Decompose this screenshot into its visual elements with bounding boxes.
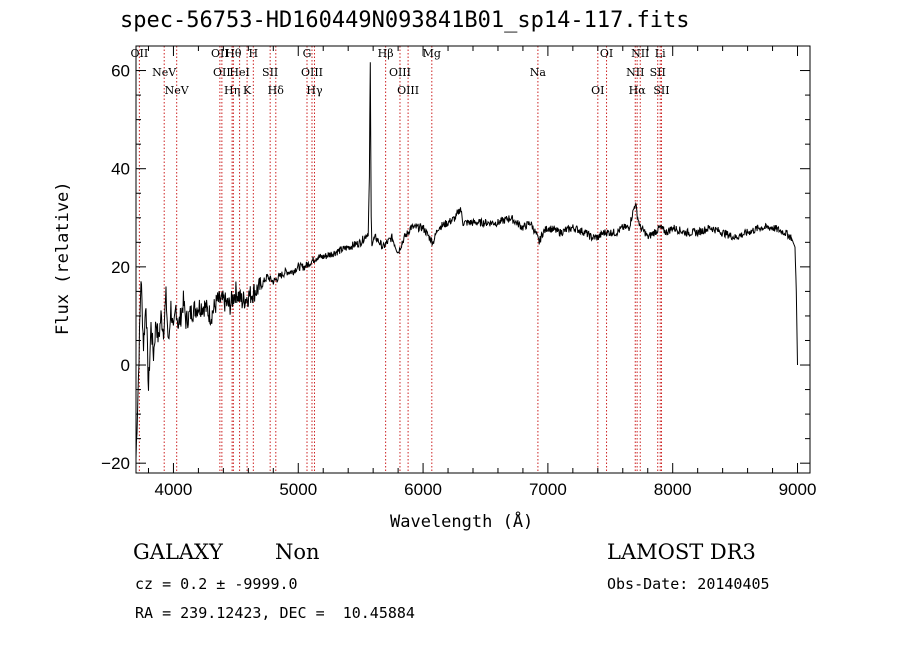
line-marker-label: Hδ [268, 84, 285, 97]
line-marker-label: Hα [629, 84, 647, 97]
x-tick-label: 9000 [779, 480, 817, 499]
line-marker-label: Hβ [378, 47, 394, 60]
y-tick-label: −20 [101, 454, 130, 473]
y-tick-label: 20 [111, 258, 130, 277]
line-marker-label: Na [530, 66, 547, 79]
line-marker-label: OII [213, 66, 231, 79]
line-marker-label: H [249, 47, 259, 60]
line-marker-label: Hγ [306, 84, 323, 97]
plot-frame [135, 45, 811, 474]
line-markers [138, 46, 662, 473]
survey-name: LAMOST DR3 [607, 540, 756, 564]
line-marker-label: Mg [423, 47, 441, 60]
line-marker-label: Hη [224, 84, 240, 97]
obs-date: Obs-Date: 20140405 [607, 575, 770, 593]
line-marker-label: NII [626, 66, 644, 79]
line-marker-label: Hθ [225, 47, 242, 60]
x-axis-label: Wavelength (Å) [390, 512, 534, 532]
redshift-cz: cz = 0.2 ± -9999.0 [135, 575, 298, 593]
plot-area-border [135, 45, 811, 474]
line-marker-label: K [243, 84, 252, 97]
line-marker-label: OI [600, 47, 613, 60]
y-tick-label: 0 [121, 356, 130, 375]
spectrum-series [135, 62, 798, 459]
y-tick-label: 60 [111, 62, 130, 81]
y-axis-label: Flux (relative) [53, 181, 73, 335]
x-tick-label: 8000 [654, 480, 692, 499]
line-marker-label: OII [211, 47, 229, 60]
line-marker-label: SII [650, 66, 666, 79]
object-class: GALAXY [133, 540, 223, 564]
spectrum-line [135, 62, 798, 459]
x-tick-label: 7000 [529, 480, 567, 499]
line-marker-label: OIII [301, 66, 323, 79]
x-tick-label: 4000 [155, 480, 193, 499]
axis-ticks: 4000 5000 6000 7000 8000 9000 −20 0 20 40 60 [101, 46, 816, 499]
line-marker-label: OI [591, 84, 604, 97]
line-marker-label: NeV [165, 84, 190, 97]
line-marker-label: NII [631, 47, 649, 60]
line-marker-label: OII [131, 47, 149, 60]
coordinates: RA = 239.12423, DEC = 10.45884 [135, 604, 415, 622]
line-marker-label: SII [653, 84, 669, 97]
line-marker-label: Li [655, 47, 666, 60]
line-marker-labels: OIINeVNeVOIIOIIHηHθHeIKHSIIHδGOIIIHγHβOI… [131, 47, 670, 97]
object-subclass: Non [275, 540, 320, 564]
y-tick-label: 40 [111, 160, 130, 179]
line-marker-label: SII [262, 66, 278, 79]
line-marker-label: OIII [397, 84, 419, 97]
line-marker-label: OIII [389, 66, 411, 79]
line-marker-label: G [303, 47, 312, 60]
line-marker-label: HeI [229, 66, 249, 79]
x-tick-label: 5000 [279, 480, 317, 499]
x-tick-label: 6000 [404, 480, 442, 499]
line-marker-label: NeV [152, 66, 177, 79]
chart-title: spec-56753-HD160449N093841B01_sp14-117.f… [120, 8, 690, 33]
